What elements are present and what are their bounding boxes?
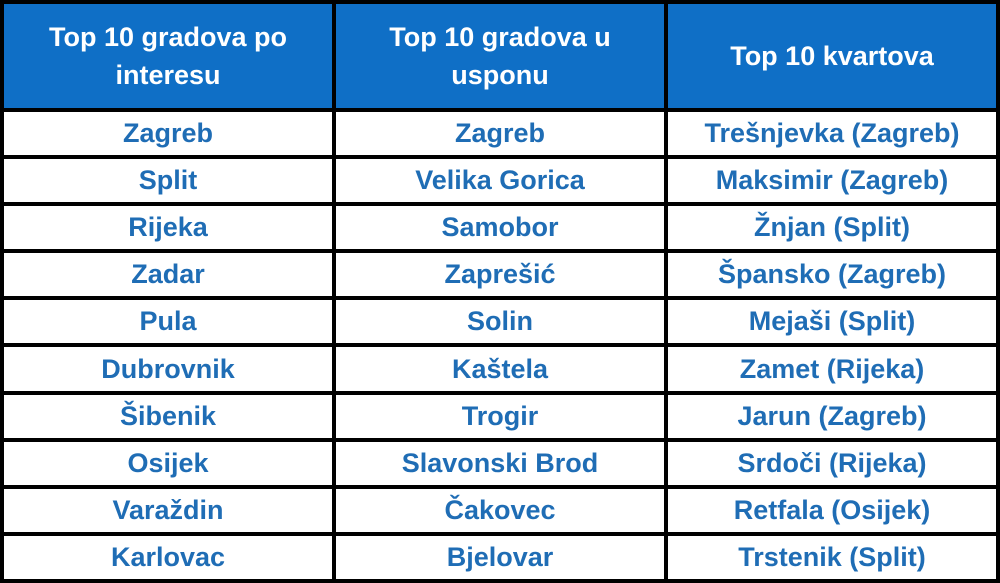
header-row: Top 10 gradova po interesu Top 10 gradova… — [0, 0, 1000, 112]
table-row: Dubrovnik Kaštela Zamet (Rijeka) — [0, 343, 1000, 395]
table-cell: Šibenik — [0, 390, 336, 442]
table-cell: Slavonski Brod — [332, 437, 668, 489]
table-row: Rijeka Samobor Žnjan (Split) — [0, 202, 1000, 254]
table-cell: Zagreb — [0, 107, 336, 160]
table-cell: Osijek — [0, 437, 336, 489]
table-cell: Bjelovar — [332, 531, 668, 583]
table-row: Split Velika Gorica Maksimir (Zagreb) — [0, 155, 1000, 207]
table-head: Top 10 gradova po interesu Top 10 gradova… — [0, 0, 1000, 112]
table-row: Karlovac Bjelovar Trstenik (Split) — [0, 531, 1000, 583]
header-cell: Top 10 gradova u usponu — [332, 0, 668, 112]
table-cell: Trstenik (Split) — [664, 531, 1000, 583]
table-row: Pula Solin Mejaši (Split) — [0, 296, 1000, 348]
table-cell: Solin — [332, 296, 668, 348]
table-row: Šibenik Trogir Jarun (Zagreb) — [0, 390, 1000, 442]
header-cell: Top 10 gradova po interesu — [0, 0, 336, 112]
table-row: Zadar Zaprešić Špansko (Zagreb) — [0, 249, 1000, 301]
table-cell: Špansko (Zagreb) — [664, 249, 1000, 301]
table-cell: Čakovec — [332, 484, 668, 536]
table-cell: Trešnjevka (Zagreb) — [664, 107, 1000, 160]
table-cell: Karlovac — [0, 531, 336, 583]
table-cell: Zamet (Rijeka) — [664, 343, 1000, 395]
table-cell: Jarun (Zagreb) — [664, 390, 1000, 442]
table-row: Osijek Slavonski Brod Srdoči (Rijeka) — [0, 437, 1000, 489]
header-cell: Top 10 kvartova — [664, 0, 1000, 112]
table-cell: Retfala (Osijek) — [664, 484, 1000, 536]
table-row: Varaždin Čakovec Retfala (Osijek) — [0, 484, 1000, 536]
table-cell: Varaždin — [0, 484, 336, 536]
table-cell: Samobor — [332, 202, 668, 254]
table-cell: Split — [0, 155, 336, 207]
table-cell: Trogir — [332, 390, 668, 442]
table-cell: Kaštela — [332, 343, 668, 395]
table-cell: Zagreb — [332, 107, 668, 160]
table-row: Zagreb Zagreb Trešnjevka (Zagreb) — [0, 107, 1000, 160]
table-cell: Žnjan (Split) — [664, 202, 1000, 254]
table-cell: Maksimir (Zagreb) — [664, 155, 1000, 207]
table-cell: Zaprešić — [332, 249, 668, 301]
table-cell: Velika Gorica — [332, 155, 668, 207]
table-cell: Srdoči (Rijeka) — [664, 437, 1000, 489]
table-cell: Rijeka — [0, 202, 336, 254]
table-body: Zagreb Zagreb Trešnjevka (Zagreb) Split Veli… — [0, 107, 1000, 583]
table-cell: Pula — [0, 296, 336, 348]
table-cell: Zadar — [0, 249, 336, 301]
table-cell: Dubrovnik — [0, 343, 336, 395]
table-cell: Mejaši (Split) — [664, 296, 1000, 348]
